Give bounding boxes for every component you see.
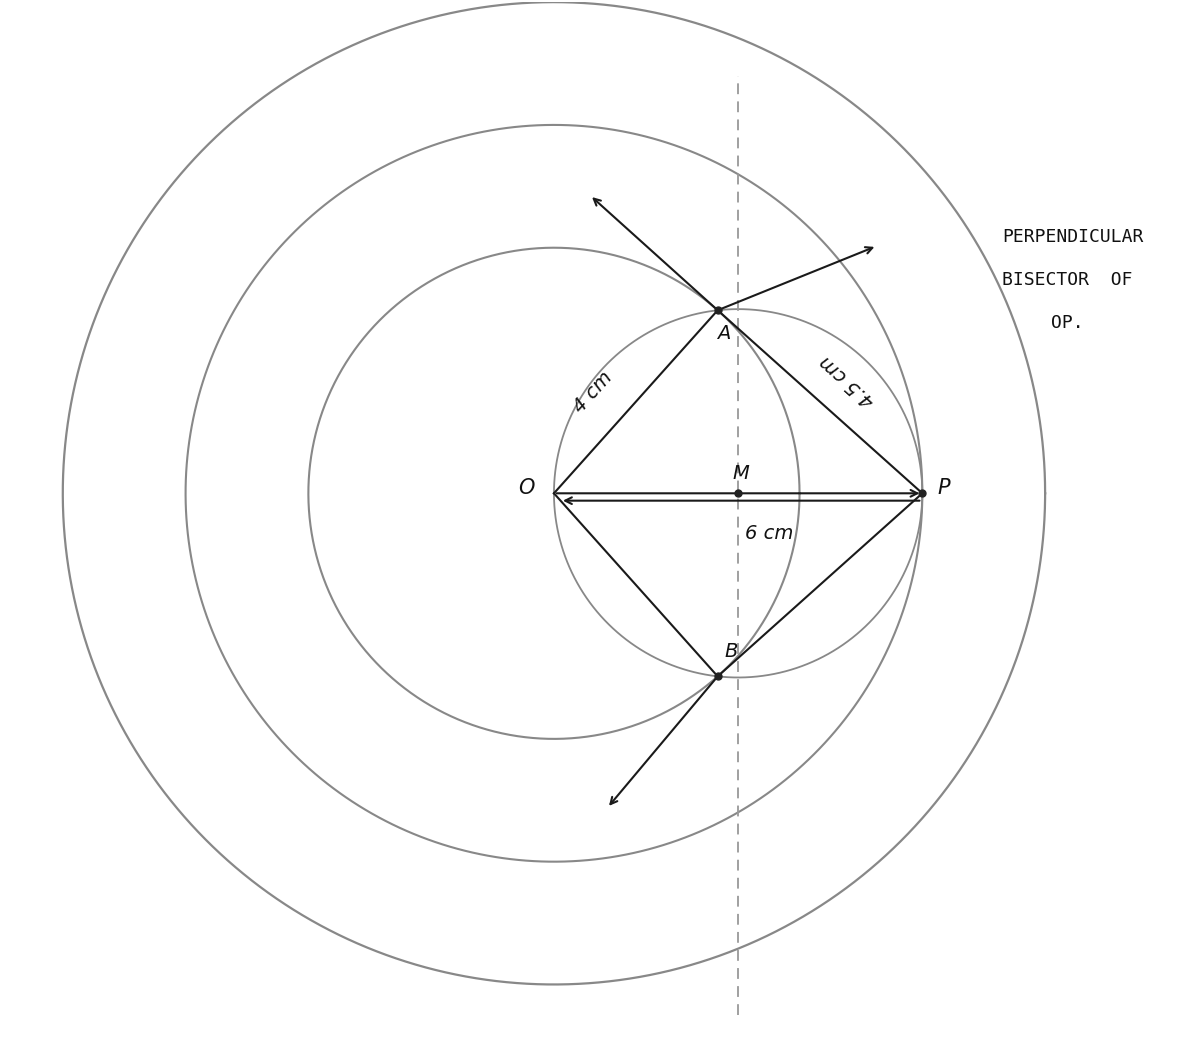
Text: OP.: OP. (1051, 313, 1084, 331)
Text: PERPENDICULAR: PERPENDICULAR (1002, 227, 1144, 245)
Text: 4.5 cm: 4.5 cm (816, 351, 878, 410)
Text: B: B (725, 642, 738, 661)
Text: M: M (733, 464, 750, 483)
Text: BISECTOR  OF: BISECTOR OF (1002, 270, 1133, 288)
Text: 4 cm: 4 cm (570, 368, 616, 417)
Text: 6 cm: 6 cm (745, 524, 793, 543)
Text: P: P (937, 478, 950, 499)
Text: A: A (718, 324, 731, 343)
Text: O: O (518, 478, 534, 499)
